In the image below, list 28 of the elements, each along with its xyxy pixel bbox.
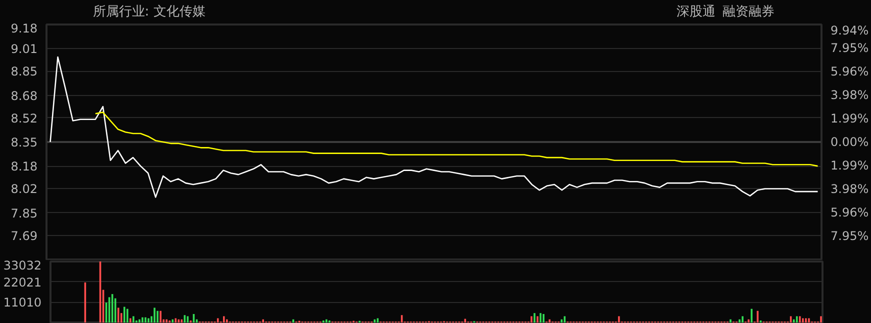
y-tick-label: 8.35	[10, 136, 38, 150]
y-tick-label: 9.01	[10, 42, 38, 56]
y-tick-label: 22021	[3, 275, 42, 290]
y2-tick-label: 5.96%	[830, 205, 869, 220]
y-tick-label: 11010	[3, 296, 42, 310]
y-tick-label: 7.69	[10, 228, 38, 243]
text: 融资融券	[722, 4, 774, 20]
y2-tick-label: 5.96%	[830, 64, 869, 79]
text: 深股通	[676, 4, 716, 20]
y-tick-label: 8.68	[10, 88, 38, 103]
y2-tick-label: 3.98%	[830, 88, 869, 102]
line-series	[50, 56, 818, 198]
y2-tick-label: 7.95%	[830, 41, 869, 56]
y-tick-label: 8.18	[10, 160, 38, 174]
y-tick-label: 7.85	[10, 206, 38, 220]
y2-tick-label: 3.98%	[830, 182, 869, 196]
y-tick-label: 33032	[3, 258, 42, 272]
y2-tick-label: 1.99%	[830, 158, 869, 173]
y-tick-label: 8.52	[10, 111, 38, 126]
line-series	[94, 112, 818, 167]
y-tick-label: 8.85	[10, 64, 38, 79]
y2-tick-label: 9.94%	[830, 24, 869, 38]
y2-tick-label: 7.95%	[830, 228, 869, 243]
y-tick-label: 8.02	[10, 182, 38, 196]
y2-tick-label: 0.00%	[830, 135, 869, 149]
chart-title: 所属行业: 文化传媒	[92, 4, 206, 20]
y-tick-label: 9.18	[10, 22, 38, 36]
y2-tick-label: 1.99%	[830, 111, 869, 126]
